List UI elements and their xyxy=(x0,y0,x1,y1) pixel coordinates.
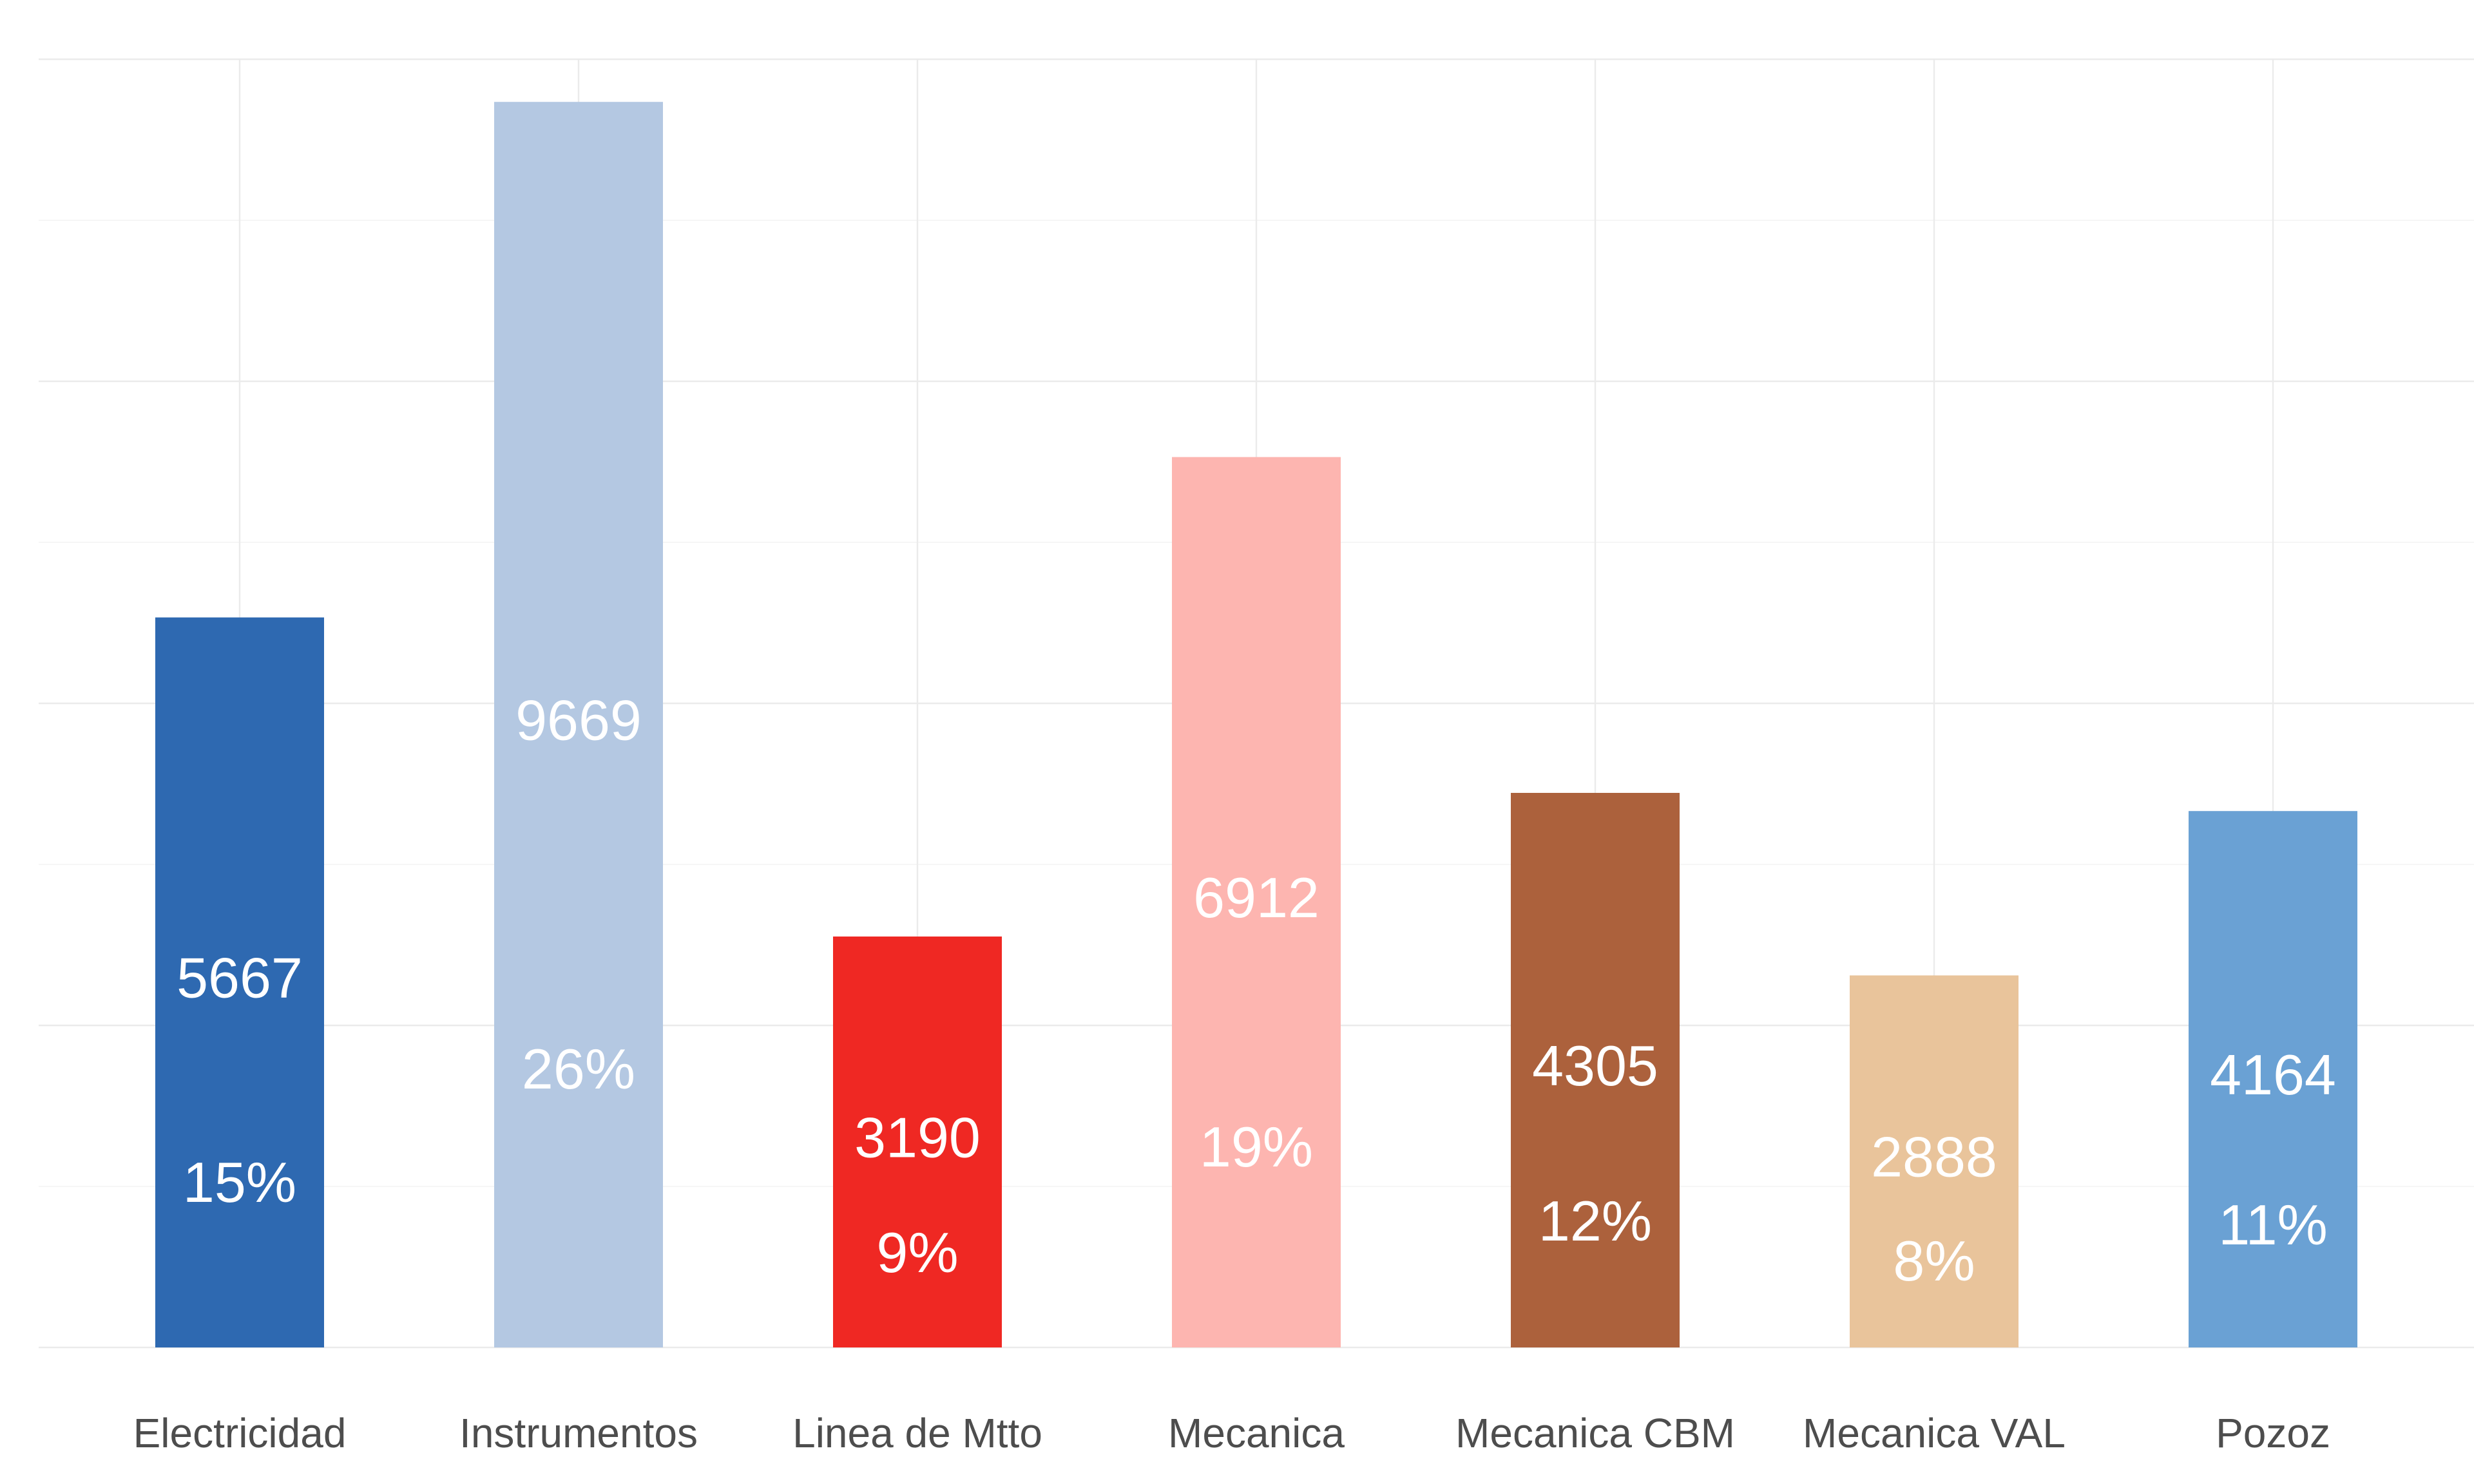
bar-percent-label: 9% xyxy=(876,1221,958,1284)
x-tick-label: Electricidad xyxy=(133,1410,347,1456)
bar-mecanica-val xyxy=(1850,975,2019,1347)
bar-value-label: 2888 xyxy=(1871,1125,1997,1188)
bar-instrumentos xyxy=(494,102,663,1348)
bar-value-label: 4164 xyxy=(2210,1043,2336,1107)
bar-percent-label: 19% xyxy=(1200,1115,1313,1179)
bar-linea-de-mtto xyxy=(833,937,1002,1347)
bar-electricidad xyxy=(155,617,324,1347)
percent-labels: 15% 26% 9% 19% 12% 8% 11% xyxy=(183,1037,2328,1293)
bar-value-label: 6912 xyxy=(1193,866,1319,929)
bar-percent-label: 12% xyxy=(1539,1189,1652,1253)
bar-percent-label: 11% xyxy=(2218,1193,2328,1257)
bar-mecanica xyxy=(1172,457,1341,1347)
bar-value-label: 3190 xyxy=(854,1105,981,1169)
bar-value-label: 5667 xyxy=(177,946,303,1010)
bar-percent-label: 15% xyxy=(183,1150,296,1214)
x-tick-label: Instrumentos xyxy=(459,1410,698,1456)
bar-value-label: 4305 xyxy=(1532,1034,1658,1098)
bar-value-label: 9669 xyxy=(515,688,642,752)
bar-pozoz xyxy=(2189,811,2357,1347)
x-axis-tick-labels: Electricidad Instrumentos Linea de Mtto Mec… xyxy=(133,1410,2330,1456)
x-tick-label: Mecanica xyxy=(1168,1410,1345,1456)
bar-percent-label: 26% xyxy=(522,1037,635,1101)
bar-percent-label: 8% xyxy=(1893,1229,1975,1293)
value-labels: 5667 9669 3190 6912 4305 2888 4164 xyxy=(177,688,2336,1188)
x-tick-label: Mecanica CBM xyxy=(1455,1410,1735,1456)
x-tick-label: Linea de Mtto xyxy=(792,1410,1042,1456)
bars xyxy=(155,102,2357,1348)
bar-mecanica-cbm xyxy=(1511,793,1680,1347)
x-tick-label: Mecanica VAL xyxy=(1803,1410,2066,1456)
x-tick-label: Pozoz xyxy=(2216,1410,2330,1456)
